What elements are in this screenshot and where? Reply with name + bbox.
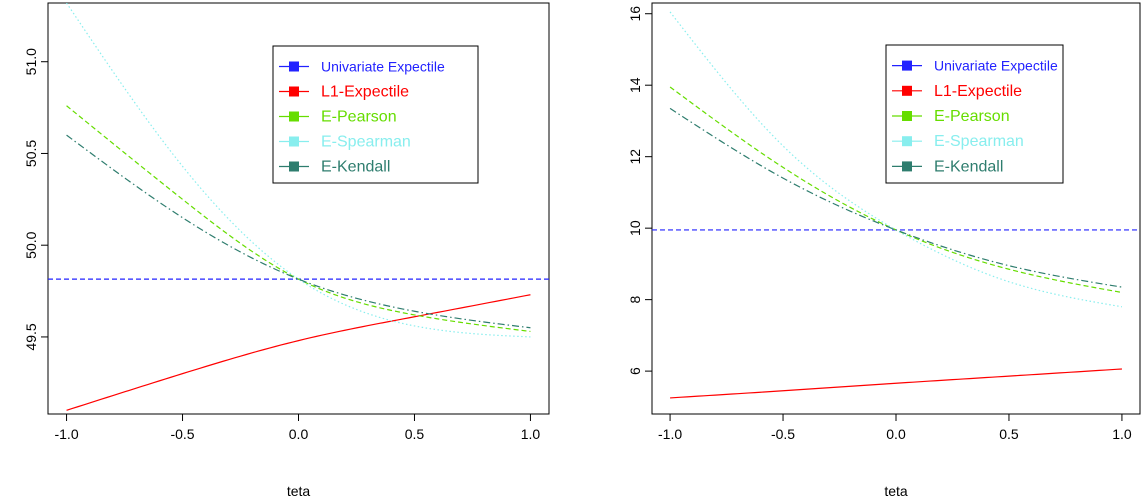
y-tick-label: 51.0 [23,48,39,75]
legend-swatch [289,136,299,147]
x-tick-label: 0.0 [886,426,906,442]
y-tick-label: 6 [627,367,643,375]
legend-swatch [289,161,299,172]
series-line-e-pearson [66,105,531,333]
legend-label: E-Pearson [321,109,397,126]
legend-swatch [902,161,912,172]
x-tick-label: -0.5 [170,426,194,442]
x-tick-label: 0.5 [405,426,425,442]
legend-label: L1-Expectile [321,84,409,101]
legend-swatch [902,136,912,147]
legend-label: E-Spearman [934,133,1024,150]
legend-swatch [902,85,912,96]
y-tick-label: 50.5 [23,140,39,167]
series-line-e-kendall [669,107,1123,288]
x-tick-label: 0.0 [289,426,309,442]
y-tick-label: 12 [627,149,643,165]
legend-box [272,45,479,184]
x-axis-title: teta [287,483,311,499]
series-line-l1-expectile [670,368,1122,399]
y-tick-label: 49.5 [23,323,39,350]
chart-panel-1: -1.0 -0.5 0.0 0.5 1.0 49.5 50.0 50.5 51.0 teta Uni… [23,2,550,499]
legend-label: L1-Expectile [934,83,1022,100]
y-tick-label: 16 [627,6,643,22]
legend-label: E-Kendall [934,158,1003,175]
x-tick-label: 1.0 [1112,426,1132,442]
legend-label: E-Pearson [934,108,1010,125]
y-tick-label: 14 [627,77,643,93]
legend-box [885,44,1064,184]
x-tick-label: -1.0 [54,426,78,442]
x-tick-label: -1.0 [658,426,682,442]
legend-label: E-Kendall [321,159,390,176]
y-tick-label: 8 [627,296,643,304]
chart-panel-2: -1.0 -0.5 0.0 0.5 1.0 6 8 10 12 14 16 teta Univariat… [627,2,1141,499]
legend-swatch [289,111,299,122]
x-tick-label: 0.5 [999,426,1019,442]
x-axis-title: teta [884,483,908,499]
y-tick-label: 50.0 [23,231,39,258]
x-tick-label: 1.0 [521,426,541,442]
y-tick-label: 10 [627,220,643,236]
legend-swatch [289,61,299,72]
legend-swatch [289,86,299,97]
x-tick-label: -0.5 [771,426,795,442]
legend-label: Univariate Expectile [321,59,445,75]
legend-label: Univariate Expectile [934,58,1058,74]
legend-swatch [902,60,912,71]
legend-swatch [902,111,912,121]
series-line-l1-expectile [66,294,531,411]
series-line-e-spearman [66,3,531,338]
legend-label: E-Spearman [321,134,411,151]
